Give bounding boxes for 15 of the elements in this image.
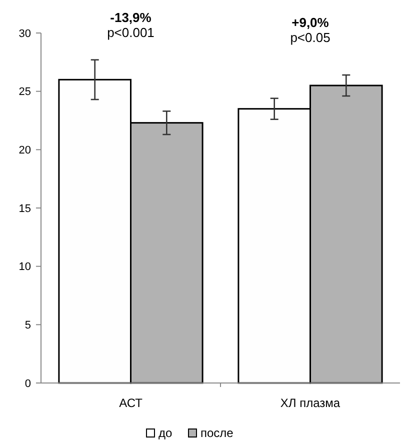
text: -13,9% [110, 10, 152, 25]
y-tick-label: 10 [18, 261, 31, 274]
annotation: p<0.05 [290, 30, 330, 45]
legend-label: после [200, 426, 234, 440]
y-tick-label: 30 [18, 28, 31, 40]
text: +9,0% [292, 15, 330, 30]
annotation: p<0.001 [107, 25, 154, 40]
y-tick-label: 0 [24, 378, 31, 390]
y-tick-label: 20 [18, 144, 31, 157]
y-tick-label: 25 [18, 86, 31, 98]
y-tick-label: 5 [24, 320, 31, 332]
x-tick-label: ХЛ плазма [280, 396, 340, 410]
x-tick-label: АСТ [119, 396, 144, 410]
y-tick-label: 15 [18, 202, 31, 215]
legend-label: до [158, 426, 172, 440]
